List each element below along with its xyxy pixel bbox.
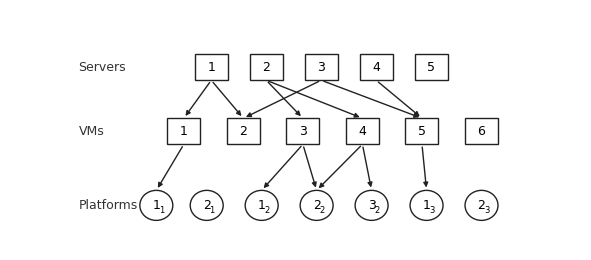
Text: 2: 2	[262, 61, 270, 74]
Text: 2: 2	[375, 206, 379, 215]
Ellipse shape	[300, 190, 333, 220]
Text: 2: 2	[320, 206, 324, 215]
Text: 2: 2	[478, 199, 485, 212]
Text: 3: 3	[485, 206, 490, 215]
Text: 2: 2	[239, 125, 247, 138]
Text: 3: 3	[430, 206, 435, 215]
Ellipse shape	[245, 190, 278, 220]
FancyBboxPatch shape	[305, 54, 337, 80]
Text: 1: 1	[258, 199, 265, 212]
Text: 4: 4	[359, 125, 366, 138]
Text: 1: 1	[207, 61, 215, 74]
Text: 3: 3	[317, 61, 325, 74]
Text: 1: 1	[423, 199, 430, 212]
Ellipse shape	[355, 190, 388, 220]
Text: 2: 2	[265, 206, 269, 215]
Text: 5: 5	[418, 125, 426, 138]
Text: 2: 2	[313, 199, 320, 212]
Text: 5: 5	[427, 61, 435, 74]
FancyBboxPatch shape	[227, 118, 260, 144]
Text: 3: 3	[368, 199, 375, 212]
Text: Servers: Servers	[79, 61, 126, 74]
Ellipse shape	[465, 190, 498, 220]
FancyBboxPatch shape	[415, 54, 447, 80]
Text: 1: 1	[180, 125, 188, 138]
Ellipse shape	[190, 190, 223, 220]
FancyBboxPatch shape	[287, 118, 319, 144]
FancyBboxPatch shape	[405, 118, 439, 144]
FancyBboxPatch shape	[346, 118, 379, 144]
FancyBboxPatch shape	[465, 118, 498, 144]
Text: 1: 1	[210, 206, 215, 215]
Text: 3: 3	[299, 125, 307, 138]
Text: 1: 1	[152, 199, 160, 212]
FancyBboxPatch shape	[195, 54, 228, 80]
Ellipse shape	[410, 190, 443, 220]
FancyBboxPatch shape	[360, 54, 392, 80]
FancyBboxPatch shape	[167, 118, 200, 144]
Text: 1: 1	[159, 206, 164, 215]
Text: Platforms: Platforms	[79, 199, 138, 212]
Text: 4: 4	[372, 61, 380, 74]
FancyBboxPatch shape	[250, 54, 282, 80]
Text: 6: 6	[478, 125, 485, 138]
Text: 2: 2	[203, 199, 210, 212]
Text: VMs: VMs	[79, 125, 104, 138]
Ellipse shape	[140, 190, 173, 220]
